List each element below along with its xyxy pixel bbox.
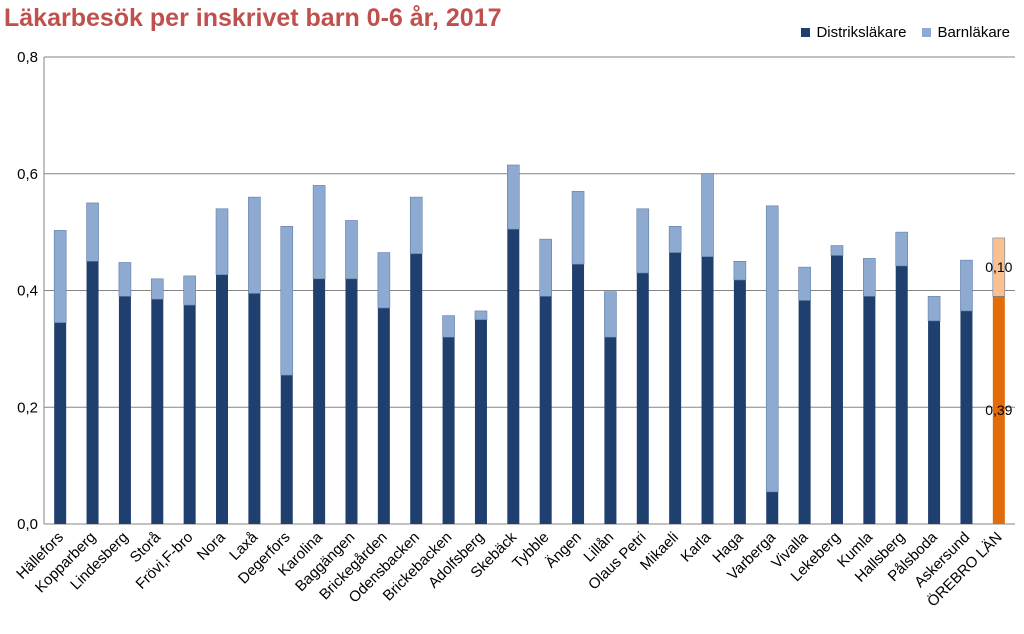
bar-distriktslakare	[733, 279, 746, 524]
bar-distriktslakare	[377, 308, 390, 524]
y-tick-label: 0,0	[17, 516, 38, 533]
data-label: 0,39	[985, 402, 1012, 418]
bar-barnlakare	[86, 202, 99, 262]
legend-label-distriktslakare: Distriksläkare	[816, 24, 907, 41]
bar-barnlakare	[150, 278, 164, 300]
x-tick-label: Tybble	[509, 529, 552, 572]
bar-barnlakare	[863, 258, 876, 297]
bar-barnlakare	[539, 238, 552, 297]
bar-barnlakare	[604, 291, 617, 338]
bar-barnlakare	[377, 252, 391, 309]
bar-barnlakare	[830, 245, 844, 256]
bar-distriktslakare	[701, 256, 714, 524]
bar-distriktslakare	[604, 337, 617, 524]
bar-distriktslakare	[636, 272, 649, 524]
x-tick-label: Ängen	[542, 529, 585, 572]
bar-barnlakare	[312, 185, 326, 280]
bar-distriktslakare	[442, 337, 455, 524]
y-tick-label: 0,2	[17, 399, 38, 416]
legend-swatch-distriktslakare	[801, 28, 811, 37]
bar-barnlakare	[474, 310, 488, 320]
bar-distriktslakare	[151, 299, 164, 524]
bar-barnlakare	[409, 196, 423, 255]
bar-distriktslakare	[313, 278, 326, 524]
bar-barnlakare	[798, 266, 811, 301]
bar-distriktslakare	[507, 229, 520, 525]
bar-distriktslakare	[54, 322, 67, 524]
bar-barnlakare	[895, 231, 909, 267]
bar-distriktslakare	[863, 296, 876, 524]
bar-barnlakare	[183, 275, 196, 306]
bar-barnlakare	[765, 205, 779, 493]
bar-barnlakare	[636, 208, 650, 274]
x-tick-label: Nora	[194, 528, 229, 563]
bar-distriktslakare	[766, 491, 779, 524]
bar-barnlakare	[507, 164, 520, 230]
bar-distriktslakare	[830, 255, 843, 524]
legend-swatch-barnlakare	[922, 28, 932, 37]
bar-distriktslakare	[960, 310, 973, 524]
bar-distriktslakare	[895, 265, 908, 524]
bar-distriktslakare	[410, 253, 423, 524]
bar-distriktslakare	[669, 252, 682, 524]
bar-barnlakare	[960, 259, 973, 312]
bar-barnlakare	[345, 220, 358, 280]
bar-barnlakare	[701, 173, 714, 257]
legend-item-distriktslakare: Distriksläkare	[801, 24, 906, 41]
bar-barnlakare	[668, 225, 682, 253]
bar-distriktslakare	[345, 278, 358, 524]
bar-distriktslakare	[118, 296, 131, 524]
y-tick-label: 0,4	[17, 283, 38, 300]
bar-distriktslakare	[572, 264, 585, 524]
y-tick-label: 0,8	[17, 49, 38, 66]
data-label: 0,10	[985, 259, 1012, 275]
bar-distriktslakare	[539, 296, 552, 524]
bar-barnlakare	[733, 261, 747, 281]
legend-label-barnlakare: Barnläkare	[937, 24, 1010, 41]
legend: Distriksläkare Barnläkare	[801, 24, 1010, 41]
bar-barnlakare	[571, 190, 585, 265]
legend-item-barnlakare: Barnläkare	[922, 24, 1010, 41]
bar-distriktslakare	[216, 274, 229, 524]
bar-barnlakare	[442, 315, 455, 338]
bar-distriktslakare	[474, 319, 487, 524]
bar-barnlakare	[248, 196, 261, 294]
bar-barnlakare	[53, 230, 67, 323]
y-tick-label: 0,6	[17, 166, 38, 183]
bar-distriktslakare	[248, 293, 261, 524]
bar-distriktslakare	[992, 296, 1005, 524]
bar-distriktslakare	[86, 261, 99, 524]
bar-distriktslakare	[280, 375, 293, 524]
bar-distriktslakare	[183, 305, 196, 524]
x-tick-label: Karla	[678, 528, 715, 565]
bar-barnlakare	[280, 225, 294, 376]
bar-barnlakare	[992, 237, 1006, 297]
bar-distriktslakare	[928, 320, 941, 524]
bar-barnlakare	[927, 296, 941, 322]
bar-barnlakare	[215, 208, 229, 276]
bar-distriktslakare	[798, 300, 811, 524]
chart-title: Läkarbesök per inskrivet barn 0-6 år, 20…	[4, 4, 502, 32]
bar-barnlakare	[118, 262, 132, 297]
